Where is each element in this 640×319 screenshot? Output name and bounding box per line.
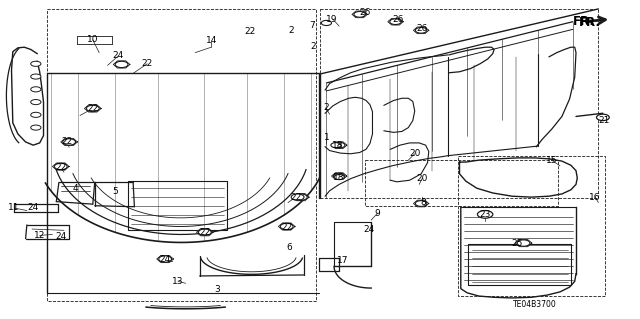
Circle shape: [54, 163, 67, 170]
Circle shape: [321, 20, 332, 26]
Text: 24: 24: [55, 232, 67, 241]
Text: 22: 22: [61, 137, 73, 146]
Circle shape: [198, 229, 211, 235]
Circle shape: [477, 211, 493, 218]
Circle shape: [354, 11, 365, 17]
Text: 12: 12: [34, 231, 45, 240]
Text: 2: 2: [311, 42, 316, 51]
Text: 14: 14: [205, 36, 217, 45]
Text: 1: 1: [324, 133, 329, 142]
Text: 21: 21: [598, 116, 610, 125]
Circle shape: [31, 61, 41, 66]
Text: 9: 9: [375, 209, 380, 218]
Text: 18: 18: [332, 141, 344, 150]
Circle shape: [31, 100, 41, 105]
Text: 26: 26: [392, 15, 404, 24]
Text: 22: 22: [290, 193, 301, 202]
Circle shape: [333, 173, 345, 179]
Circle shape: [86, 105, 99, 112]
Text: FR.: FR.: [573, 15, 595, 28]
Text: 11: 11: [8, 204, 20, 212]
Text: 25: 25: [511, 239, 523, 248]
Circle shape: [159, 256, 172, 262]
Text: 4: 4: [73, 184, 78, 193]
Text: 23: 23: [479, 210, 491, 219]
Text: 22: 22: [141, 59, 153, 68]
Circle shape: [415, 201, 427, 206]
Text: 15: 15: [546, 156, 557, 165]
Circle shape: [596, 114, 609, 121]
Text: 26: 26: [417, 24, 428, 33]
Text: 6: 6: [287, 243, 292, 252]
Circle shape: [333, 142, 345, 148]
Circle shape: [334, 174, 344, 180]
Circle shape: [31, 74, 41, 79]
Text: 20: 20: [417, 174, 428, 182]
Text: 16: 16: [589, 193, 601, 202]
Circle shape: [291, 194, 304, 200]
Text: 22: 22: [55, 163, 67, 172]
Text: 24: 24: [364, 225, 375, 234]
Text: 20: 20: [409, 149, 420, 158]
Text: 19: 19: [326, 15, 338, 24]
Text: 24: 24: [28, 204, 39, 212]
Text: 22: 22: [281, 223, 292, 232]
Text: 18: 18: [333, 173, 345, 182]
Circle shape: [31, 112, 41, 117]
Text: 13: 13: [172, 277, 184, 286]
Text: 24: 24: [113, 51, 124, 60]
Text: 7: 7: [310, 21, 315, 30]
Text: 5: 5: [113, 187, 118, 196]
Text: TE04B3700: TE04B3700: [513, 300, 556, 309]
Text: 22: 22: [199, 228, 211, 237]
Circle shape: [115, 61, 128, 68]
Circle shape: [31, 125, 41, 130]
Text: 2: 2: [289, 26, 294, 35]
Text: 3: 3: [215, 285, 220, 294]
Text: 2: 2: [323, 103, 328, 112]
Circle shape: [31, 87, 41, 92]
Circle shape: [294, 194, 307, 200]
Circle shape: [390, 19, 401, 25]
Text: 22: 22: [87, 104, 99, 113]
Text: 24: 24: [159, 256, 171, 264]
Circle shape: [280, 223, 293, 230]
Circle shape: [415, 27, 427, 33]
Text: FR.: FR.: [579, 17, 600, 29]
Text: 26: 26: [359, 8, 371, 17]
Circle shape: [517, 240, 530, 246]
Text: 22: 22: [244, 27, 255, 36]
Circle shape: [63, 139, 76, 145]
Text: 8: 8: [421, 198, 426, 207]
Text: 17: 17: [337, 256, 348, 265]
Circle shape: [331, 143, 341, 148]
Text: 10: 10: [87, 35, 99, 44]
